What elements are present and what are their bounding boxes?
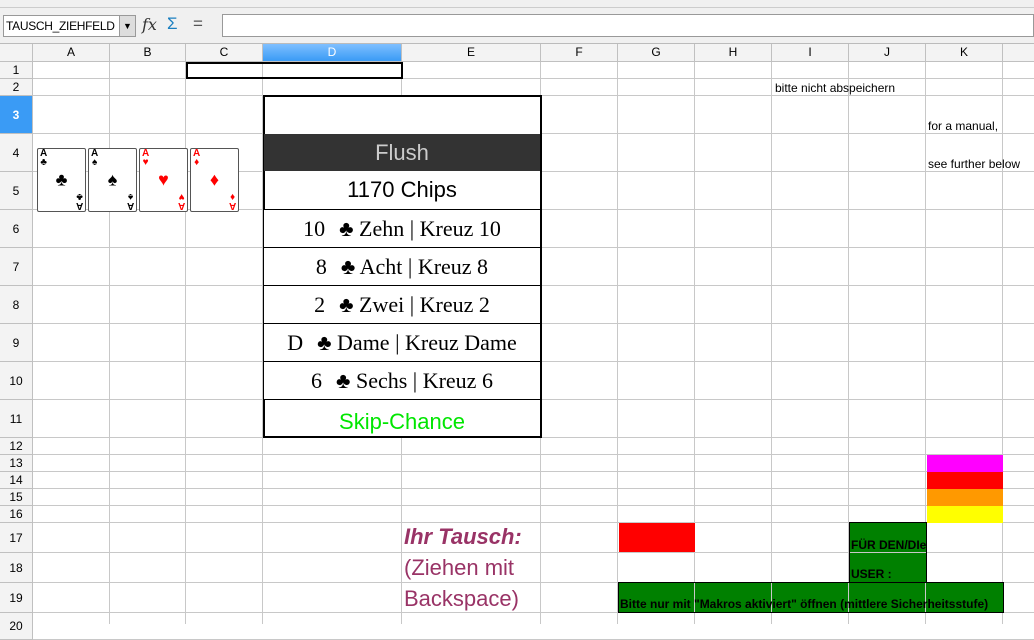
swap-indicator (619, 523, 695, 552)
column-header-B[interactable]: B (110, 44, 186, 62)
row-header-19[interactable]: 19 (0, 583, 33, 613)
row-header-5[interactable]: 5 (0, 172, 33, 210)
tausch-hint-1: (Ziehen mit (404, 555, 515, 580)
note-manual: for a manual, (928, 119, 999, 133)
sum-icon[interactable]: Σ (167, 14, 178, 33)
hand-name: Flush (264, 134, 540, 171)
playing-card[interactable]: A ♦ ♦ A ♦ (190, 148, 239, 212)
column-header-G[interactable]: G (618, 44, 695, 62)
user-label-1: FÜR DEN/DIe (851, 538, 927, 552)
column-header-J[interactable]: J (849, 44, 926, 62)
function-wizard-icon[interactable]: fx (142, 15, 157, 34)
tausch-title: Ihr Tausch: (404, 524, 522, 549)
name-box[interactable]: TAUSCH_ZIEHFELD (3, 15, 136, 37)
toolbar (0, 0, 1034, 8)
row-header-14[interactable]: 14 (0, 472, 33, 489)
playing-card[interactable]: A ♣ ♣ A ♣ (37, 148, 86, 212)
color-cell-orange (927, 489, 1003, 506)
row-header-18[interactable]: 18 (0, 553, 33, 583)
card-line: 6 ♣ Sechs | Kreuz 6 (264, 362, 540, 400)
column-header-L[interactable]: L (1003, 44, 1034, 62)
card-line: 8 ♣ Acht | Kreuz 8 (264, 248, 540, 286)
row-header-11[interactable]: 11 (0, 400, 33, 438)
note-further: see further below (928, 157, 1021, 171)
note-no-save: bitte nicht abspeichern (775, 81, 896, 95)
column-header-D[interactable]: D (263, 44, 402, 62)
card-line: 10 ♣ Zehn | Kreuz 10 (264, 210, 540, 248)
row-header-1[interactable]: 1 (0, 62, 33, 79)
c1-box[interactable] (186, 62, 403, 79)
row-header-4[interactable]: 4 (0, 134, 33, 172)
column-header-E[interactable]: E (402, 44, 541, 62)
macro-notice: Bitte nur mit "Makros aktiviert" öffnen … (620, 597, 989, 611)
row-header-10[interactable]: 10 (0, 362, 33, 400)
color-cell-red (927, 472, 1003, 489)
macro-banner (618, 582, 1004, 613)
select-all[interactable] (0, 44, 33, 62)
row-header-7[interactable]: 7 (0, 248, 33, 286)
card-line: 2 ♣ Zwei | Kreuz 2 (264, 286, 540, 324)
formula-input[interactable] (222, 14, 1034, 37)
card-line: D ♣ Dame | Kreuz Dame (264, 324, 540, 362)
column-header-A[interactable]: A (33, 44, 110, 62)
tausch-hint-2: Backspace) (404, 586, 519, 611)
column-header-F[interactable]: F (541, 44, 618, 62)
column-header-I[interactable]: I (772, 44, 849, 62)
row-header-15[interactable]: 15 (0, 489, 33, 506)
row-header-12[interactable]: 12 (0, 438, 33, 455)
chevron-down-icon[interactable]: ▼ (119, 16, 135, 36)
color-cell-magenta (927, 455, 1003, 472)
row-header-13[interactable]: 13 (0, 455, 33, 472)
column-header-K[interactable]: K (926, 44, 1003, 62)
equals-icon[interactable]: = (193, 14, 203, 33)
column-header-C[interactable]: C (186, 44, 263, 62)
color-cell-yellow (927, 506, 1003, 523)
row-header-3[interactable]: 3 (0, 96, 33, 134)
row-header-9[interactable]: 9 (0, 324, 33, 362)
chips-value: 1170 Chips (264, 172, 540, 210)
playing-card[interactable]: A ♠ ♠ A ♠ (88, 148, 137, 212)
skip-chance[interactable]: Skip-Chance (339, 409, 465, 434)
column-header-H[interactable]: H (695, 44, 772, 62)
row-header-8[interactable]: 8 (0, 286, 33, 324)
row-header-2[interactable]: 2 (0, 79, 33, 96)
row-header-17[interactable]: 17 (0, 523, 33, 553)
row-header-6[interactable]: 6 (0, 210, 33, 248)
playing-card[interactable]: A ♥ ♥ A ♥ (139, 148, 188, 212)
row-header-16[interactable]: 16 (0, 506, 33, 523)
row-header-20[interactable]: 20 (0, 613, 33, 640)
user-label-2: USER : (851, 567, 892, 581)
